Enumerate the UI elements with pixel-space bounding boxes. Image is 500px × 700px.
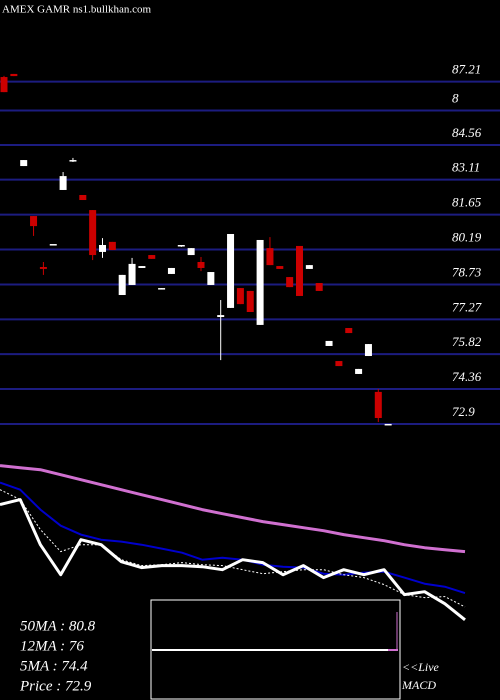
candle-body [30,216,38,227]
candle-body [128,263,136,285]
stat-label: 12MA : 76 [20,638,84,654]
y-tick-label: 72.9 [452,404,475,419]
y-tick-label: 83.11 [452,160,480,175]
candle-body [187,248,195,256]
candle-body [305,265,313,269]
candle-body [217,315,225,318]
candle-body [276,266,284,269]
y-tick-label: 80.19 [452,230,482,245]
macd-label: MACD [401,678,436,692]
y-tick-label: 77.27 [452,299,482,314]
candle-body [256,239,264,325]
ma-line [0,464,466,554]
candle-body [325,340,333,346]
candle-body [20,160,28,167]
stat-label: 5MA : 74.4 [20,658,88,674]
candle-body [266,248,274,266]
candle-body [99,245,106,252]
macd-panel [150,599,401,700]
candle-body [355,368,363,374]
y-tick-label: 75.82 [452,334,482,349]
candle-body [39,267,47,269]
candle-body [246,290,254,312]
y-tick-label: 81.65 [452,195,482,210]
stat-label: 50MA : 80.8 [20,618,96,634]
candle-body [118,274,126,296]
ma-line [0,489,466,608]
candle-body [148,255,156,259]
candle-body [59,176,67,190]
candle-body [167,267,175,274]
candle-body [286,277,294,288]
candle-body [236,288,244,305]
y-tick-label: 84.56 [452,125,482,140]
y-tick-label: 78.73 [452,264,482,279]
candle-body [364,344,372,357]
y-tick-label: 74.36 [452,369,482,384]
candle-body [0,77,8,93]
candle-body [227,233,235,308]
candle-body [49,244,57,246]
candle-body [374,391,382,418]
candle-body [158,288,166,290]
y-tick-label: 87.21 [452,62,481,77]
candle-body [79,194,87,201]
candle-body [384,423,392,426]
candle-body [315,283,323,291]
candle-body [89,210,97,256]
candle-body [335,361,343,367]
candle-body [108,241,116,251]
candle-body [296,245,303,296]
candle-body [345,328,353,334]
macd-label: <<Live [402,660,440,674]
candle-body [207,272,215,285]
candle-body [197,261,205,268]
chart-title: AMEX GAMR ns1.bullkhan.com [2,4,152,16]
stat-label: Price : 72.9 [19,678,92,694]
candle-body [177,245,185,247]
y-tick-label: 8 [452,91,459,106]
candle-body [138,266,146,268]
candle-body [69,160,77,162]
ma-line [0,498,466,621]
candle-body [10,73,18,77]
